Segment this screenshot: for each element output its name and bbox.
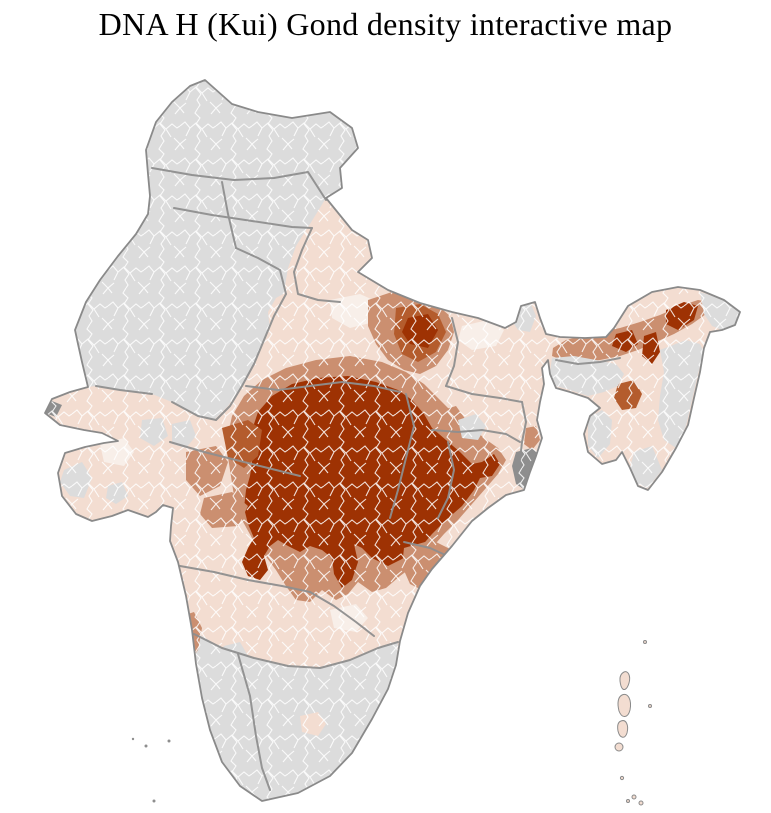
state-borders	[95, 167, 621, 791]
lakshadweep-islands[interactable]	[131, 737, 171, 803]
map-title: DNA H (Kui) Gond density interactive map	[98, 6, 673, 42]
india-outline	[44, 79, 741, 802]
andaman-nicobar-islands[interactable]	[614, 640, 652, 806]
